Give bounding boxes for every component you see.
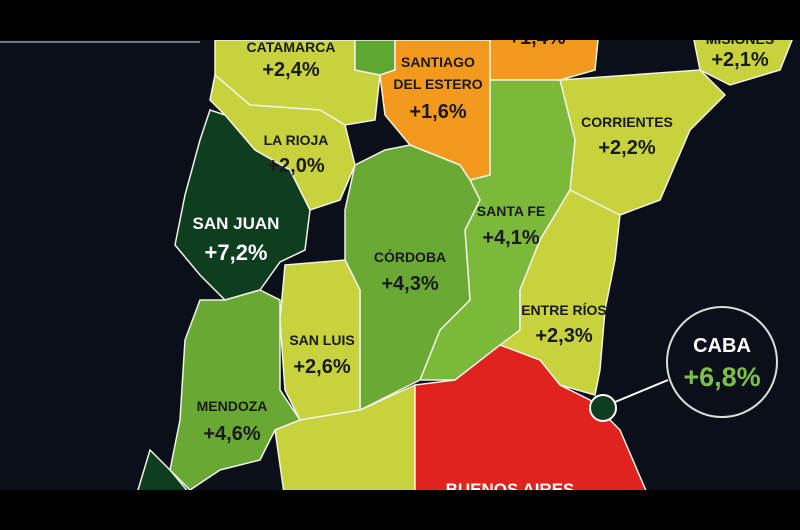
province xyxy=(354,40,396,76)
province-name: MENDOZA xyxy=(197,398,268,414)
province-name: CABA xyxy=(693,335,751,357)
province xyxy=(693,40,793,86)
province-name: CATAMARCA xyxy=(247,39,336,55)
province-change: +4,1% xyxy=(482,227,539,249)
province-change: +2,2% xyxy=(598,137,655,159)
province-name: SAN LUIS xyxy=(289,332,354,348)
province-change: +4,3% xyxy=(381,273,438,295)
province-change: +2,1% xyxy=(711,49,768,71)
province xyxy=(414,344,647,490)
province-change: +2,0% xyxy=(267,155,324,177)
province-change: +1,6% xyxy=(409,101,466,123)
province-name: SAN JUAN xyxy=(193,214,280,233)
province xyxy=(169,289,302,490)
province-change: +6,8% xyxy=(683,362,760,392)
province-name-line: DEL ESTERO xyxy=(393,76,482,92)
province xyxy=(489,40,599,81)
province-name: ENTRE RÍOS xyxy=(521,302,607,318)
province-name: LA RIOJA xyxy=(264,132,329,148)
province-name-line: SANTIAGO xyxy=(401,54,475,70)
province xyxy=(274,383,416,490)
province-name: SANTA FE xyxy=(477,203,545,219)
province xyxy=(209,73,356,211)
caba-marker xyxy=(589,394,617,422)
province xyxy=(174,109,311,301)
province xyxy=(137,448,188,490)
callout-line xyxy=(614,379,669,403)
province-change: +2,3% xyxy=(535,325,592,347)
province-change: +2,6% xyxy=(293,356,350,378)
letterbox xyxy=(0,0,800,40)
province-name: CORRIENTES xyxy=(581,114,673,130)
letterbox xyxy=(0,490,800,530)
province-change: +4,6% xyxy=(203,423,260,445)
province-name: CÓRDOBA xyxy=(374,248,446,265)
province-change: +7,2% xyxy=(205,240,268,265)
caba-callout xyxy=(666,306,778,418)
province-name: SANTIAGO DEL ESTERO xyxy=(393,54,482,92)
province-change: +2,4% xyxy=(262,59,319,81)
